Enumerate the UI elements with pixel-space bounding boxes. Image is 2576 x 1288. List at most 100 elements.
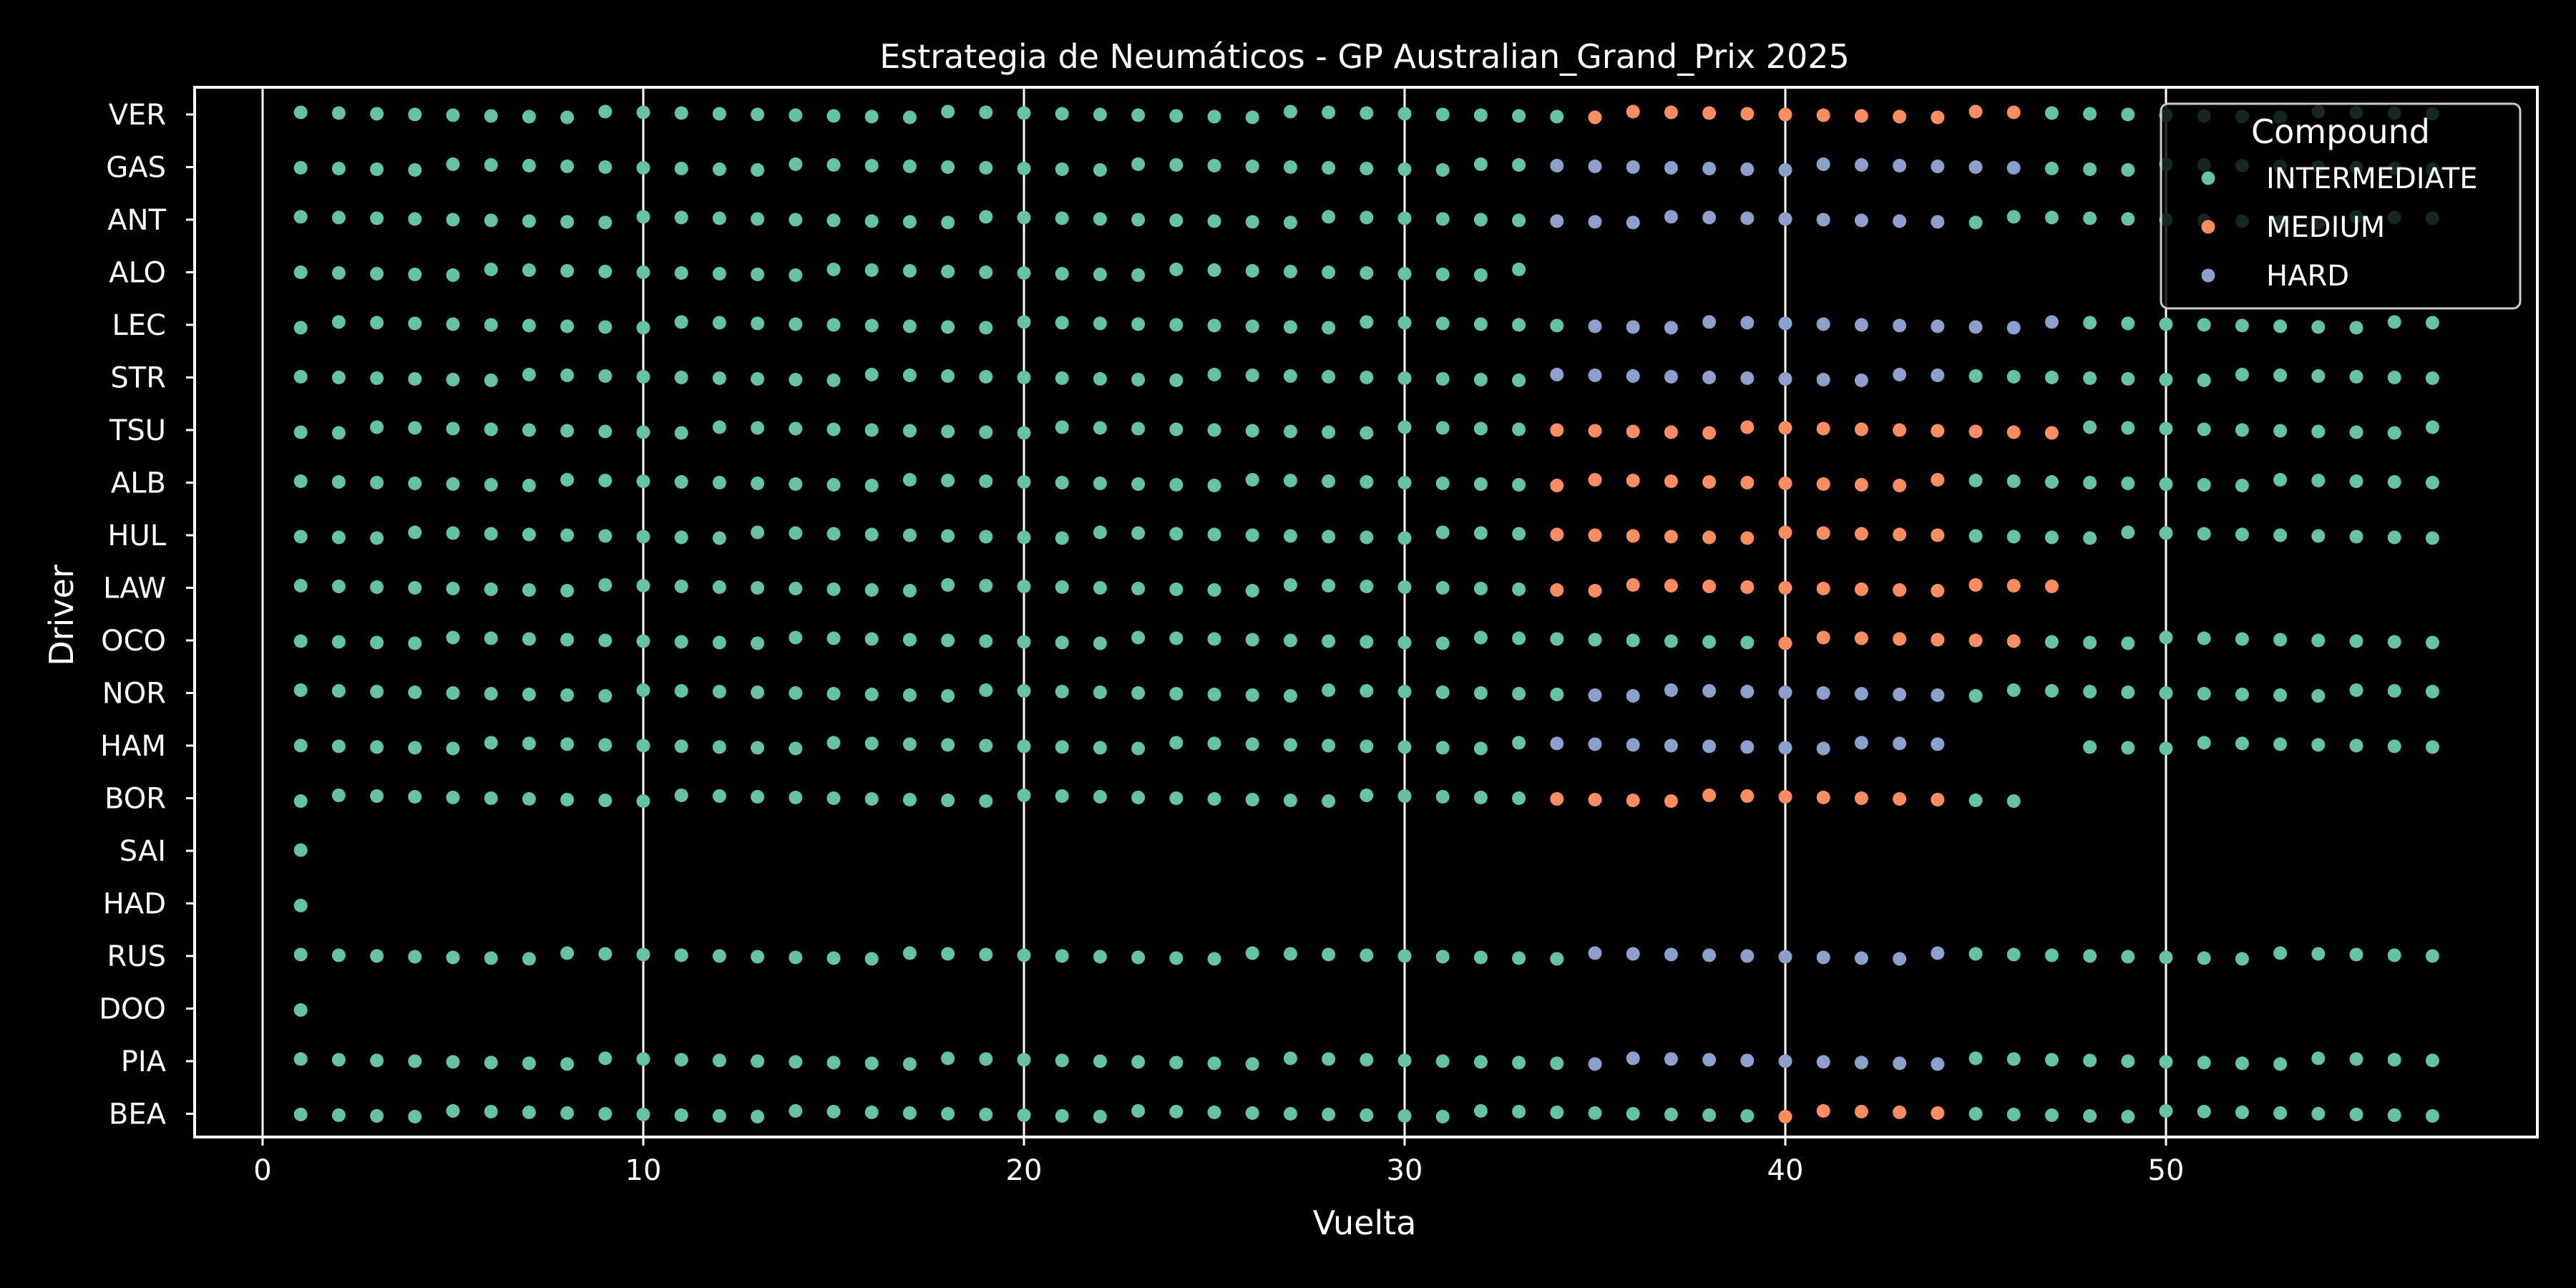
point-alb-lap-48-intermediate <box>2083 476 2097 489</box>
point-ham-lap-56-intermediate <box>2387 739 2401 753</box>
point-bea-lap-40-medium <box>1778 1110 1792 1123</box>
point-pia-lap-30-intermediate <box>1397 1053 1412 1068</box>
point-lec-lap-56-intermediate <box>2387 315 2401 329</box>
point-bea-lap-8-intermediate <box>560 1106 575 1120</box>
point-rus-lap-33-intermediate <box>1512 951 1526 965</box>
point-ver-lap-12-intermediate <box>712 107 726 121</box>
point-oco-lap-37-intermediate <box>1664 634 1678 648</box>
point-rus-lap-27-intermediate <box>1283 947 1297 961</box>
point-gas-lap-3-intermediate <box>370 162 384 176</box>
point-gas-lap-35-hard <box>1588 160 1602 173</box>
point-bor-lap-27-intermediate <box>1283 794 1297 807</box>
point-hul-lap-42-medium <box>1854 527 1868 541</box>
point-hul-lap-35-medium <box>1588 528 1602 542</box>
point-str-lap-7-intermediate <box>522 368 536 381</box>
point-alb-lap-42-medium <box>1854 478 1868 492</box>
point-ant-lap-29-intermediate <box>1360 210 1374 225</box>
point-rus-lap-21-intermediate <box>1055 949 1069 963</box>
point-nor-lap-19-intermediate <box>979 683 993 697</box>
point-alb-lap-39-medium <box>1740 476 1755 489</box>
point-nor-lap-9-intermediate <box>598 689 613 703</box>
point-bea-lap-21-intermediate <box>1055 1109 1069 1123</box>
point-rus-lap-52-intermediate <box>2235 952 2249 966</box>
point-alo-lap-23-intermediate <box>1131 268 1146 282</box>
point-alo-lap-30-intermediate <box>1397 267 1412 280</box>
point-ver-lap-40-medium <box>1778 107 1792 122</box>
point-tsu-lap-56-intermediate <box>2387 426 2401 440</box>
point-str-lap-11-intermediate <box>674 371 688 384</box>
point-ver-lap-26-intermediate <box>1245 110 1259 125</box>
point-law-lap-8-intermediate <box>560 584 575 597</box>
point-alo-lap-16-intermediate <box>864 263 879 277</box>
point-oco-lap-26-intermediate <box>1245 633 1259 647</box>
point-pia-lap-42-hard <box>1854 1055 1868 1070</box>
point-ant-lap-5-intermediate <box>446 213 460 227</box>
point-gas-lap-22-intermediate <box>1093 163 1107 177</box>
point-rus-lap-17-intermediate <box>902 946 917 960</box>
point-ant-lap-43-hard <box>1893 214 1907 228</box>
point-alo-lap-4-intermediate <box>408 268 422 281</box>
point-str-lap-30-intermediate <box>1397 371 1412 385</box>
point-alo-lap-20-intermediate <box>1017 266 1031 280</box>
point-nor-lap-53-intermediate <box>2273 688 2288 702</box>
point-oco-lap-51-intermediate <box>2197 631 2211 645</box>
point-lec-lap-31-intermediate <box>1435 316 1450 331</box>
point-nor-lap-26-intermediate <box>1245 688 1259 702</box>
point-ver-lap-20-intermediate <box>1017 106 1031 120</box>
point-pia-lap-51-intermediate <box>2197 1055 2211 1070</box>
point-nor-lap-25-intermediate <box>1207 688 1221 701</box>
point-str-lap-49-intermediate <box>2121 372 2135 386</box>
point-lec-lap-33-intermediate <box>1512 318 1526 332</box>
point-alb-lap-52-intermediate <box>2235 479 2249 492</box>
point-law-lap-34-medium <box>1550 583 1564 597</box>
point-bea-lap-50-intermediate <box>2159 1104 2173 1118</box>
point-ver-lap-23-intermediate <box>1131 108 1146 122</box>
chart-title: Estrategia de Neumáticos - GP Australian… <box>879 37 1850 76</box>
point-lec-lap-52-intermediate <box>2235 318 2249 333</box>
point-pia-lap-52-intermediate <box>2235 1056 2249 1070</box>
point-nor-lap-38-hard <box>1702 684 1717 698</box>
point-bor-lap-20-intermediate <box>1017 789 1031 802</box>
point-gas-lap-11-intermediate <box>674 162 688 175</box>
point-ham-lap-26-intermediate <box>1245 737 1259 751</box>
point-ant-lap-35-hard <box>1588 215 1602 229</box>
point-ham-lap-23-intermediate <box>1131 741 1146 756</box>
point-bea-lap-29-intermediate <box>1360 1108 1374 1122</box>
point-alo-lap-21-intermediate <box>1055 267 1069 280</box>
point-law-lap-15-intermediate <box>826 582 841 596</box>
point-gas-lap-40-hard <box>1778 163 1792 177</box>
point-pia-lap-39-hard <box>1740 1053 1755 1068</box>
point-law-lap-45-medium <box>1968 578 1983 592</box>
point-gas-lap-37-hard <box>1664 161 1678 175</box>
point-alb-lap-54-intermediate <box>2311 474 2326 487</box>
point-alo-lap-18-intermediate <box>941 265 955 278</box>
point-gas-lap-26-intermediate <box>1245 160 1259 173</box>
point-str-lap-2-intermediate <box>331 371 346 384</box>
point-lec-lap-21-intermediate <box>1055 316 1069 330</box>
point-alb-lap-20-intermediate <box>1017 475 1031 489</box>
driver-label-gas: GAS <box>106 152 166 185</box>
point-rus-lap-34-intermediate <box>1550 952 1564 966</box>
point-pia-lap-44-hard <box>1931 1057 1945 1071</box>
point-ham-lap-24-intermediate <box>1169 736 1184 750</box>
point-rus-lap-14-intermediate <box>789 950 803 965</box>
point-ver-lap-31-intermediate <box>1435 107 1450 122</box>
point-hul-lap-22-intermediate <box>1093 525 1107 540</box>
point-alb-lap-31-intermediate <box>1435 477 1450 490</box>
point-ham-lap-15-intermediate <box>826 736 841 750</box>
point-bea-lap-56-intermediate <box>2387 1108 2401 1122</box>
point-gas-lap-25-intermediate <box>1207 159 1221 172</box>
point-alb-lap-29-intermediate <box>1360 475 1374 489</box>
point-str-lap-20-intermediate <box>1017 371 1031 384</box>
point-tsu-lap-45-medium <box>1968 424 1983 439</box>
point-lec-lap-28-intermediate <box>1322 321 1336 335</box>
point-law-lap-19-intermediate <box>979 579 993 592</box>
point-bor-lap-38-medium <box>1702 789 1717 802</box>
point-bor-lap-39-medium <box>1740 789 1755 803</box>
point-str-lap-26-intermediate <box>1245 369 1259 382</box>
point-ant-lap-10-intermediate <box>636 210 650 224</box>
point-bor-lap-24-intermediate <box>1169 791 1184 805</box>
point-str-lap-33-intermediate <box>1512 374 1526 387</box>
point-ant-lap-27-intermediate <box>1283 215 1297 230</box>
point-bor-lap-17-intermediate <box>902 793 917 806</box>
